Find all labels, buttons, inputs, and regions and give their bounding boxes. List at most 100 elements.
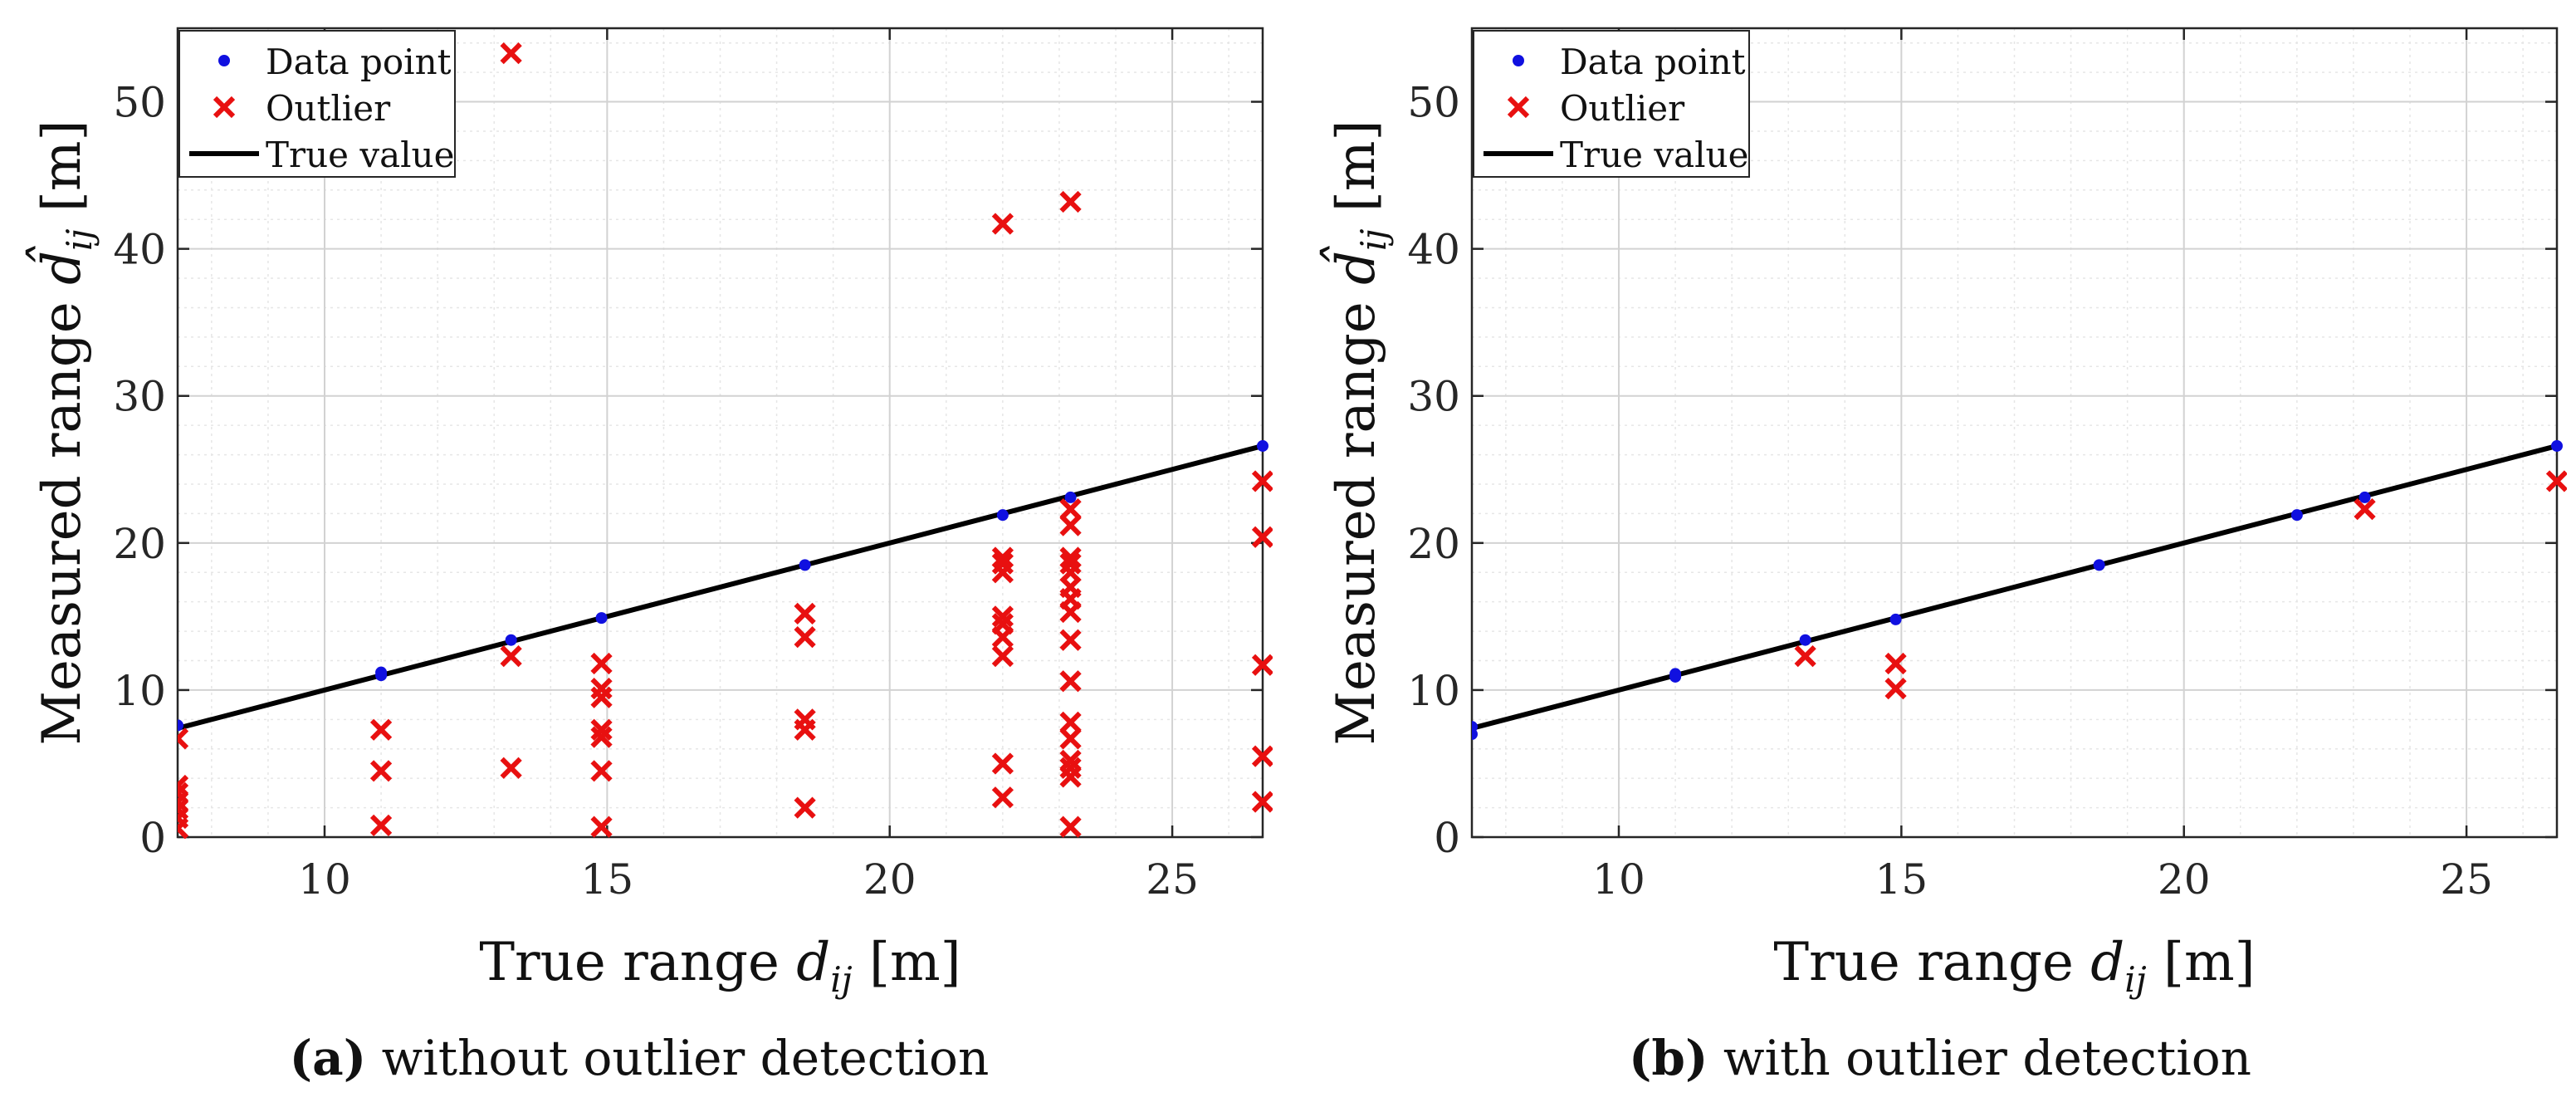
outlier-point — [590, 760, 613, 782]
outlier-point — [1059, 816, 1082, 838]
outlier-stroke — [178, 798, 189, 813]
outlier-point — [794, 602, 816, 625]
legend-dot-marker — [1513, 55, 1524, 66]
outlier-stroke — [2354, 497, 2376, 521]
outlier-stroke — [991, 605, 1014, 628]
outlier-point — [590, 678, 613, 700]
data-point — [375, 666, 388, 678]
outlier-stroke — [1059, 757, 1082, 779]
outlier-point — [178, 774, 189, 797]
data-point — [1799, 634, 1811, 646]
y-tick-label: 0 — [139, 814, 166, 862]
outlier-point — [1059, 749, 1082, 772]
outlier-point — [590, 816, 613, 838]
outlier-stroke — [1251, 470, 1273, 492]
outlier-stroke — [1884, 678, 1907, 700]
axes-box — [1470, 27, 2559, 839]
outlier-stroke — [991, 786, 1014, 809]
outlier-stroke — [590, 816, 613, 838]
outlier-stroke — [1059, 546, 1082, 569]
outlier-point — [369, 760, 393, 782]
y-axis-label-var: d̂ — [26, 245, 93, 285]
outlier-point — [1059, 727, 1082, 750]
outlier-stroke — [1884, 652, 1907, 675]
y-axis-label-var: d̂ — [1320, 245, 1387, 285]
legend-label: True value — [1560, 135, 1748, 175]
outlier-point — [991, 786, 1014, 809]
outlier-stroke — [794, 796, 816, 819]
outlier-point — [1059, 670, 1082, 693]
outlier-stroke — [1059, 497, 1082, 521]
outlier-point — [1251, 526, 1273, 548]
outlier-stroke — [178, 781, 189, 797]
outlier-stroke — [590, 652, 613, 675]
data-point — [1257, 439, 1268, 452]
outlier-point — [1884, 678, 1907, 700]
data-point — [505, 634, 517, 646]
outlier-point — [1251, 791, 1273, 813]
y-tick-label: 40 — [1407, 226, 1460, 274]
outlier-point — [1059, 552, 1082, 575]
outlier-stroke — [1059, 629, 1082, 651]
outlier-stroke — [178, 727, 189, 742]
outlier-point — [991, 213, 1014, 235]
legend-cross-marker — [1507, 96, 1530, 119]
outlier-stroke — [1794, 645, 1816, 668]
outlier-stroke — [1059, 514, 1082, 536]
true-value-line — [1472, 443, 2558, 731]
outlier-point — [991, 605, 1014, 628]
caption-b: (b) with outlier detection — [1629, 1030, 2251, 1086]
series-layer — [1472, 439, 2567, 741]
outlier-stroke — [178, 735, 189, 750]
y-tick-label: 10 — [1407, 667, 1460, 715]
data-point — [1669, 668, 1682, 680]
legend-label: Data point — [266, 42, 452, 82]
x-tick-label: 10 — [1592, 855, 1645, 904]
y-tick-label: 0 — [1434, 814, 1460, 862]
legend: Data point Outlier True value — [178, 30, 456, 178]
outlier-stroke — [1059, 727, 1082, 750]
outlier-stroke — [794, 626, 816, 649]
caption-b-text: with outlier detection — [1723, 1030, 2252, 1086]
outlier-stroke — [991, 645, 1014, 668]
outlier-stroke — [1059, 190, 1082, 213]
outlier-point — [991, 752, 1014, 775]
x-axis-label-var: d — [796, 932, 830, 993]
y-axis-label-text: Measured range — [1326, 285, 1387, 746]
outlier-stroke — [1251, 654, 1273, 676]
y-tick-label: 50 — [113, 79, 166, 127]
outlier-stroke — [590, 726, 613, 748]
outlier-stroke — [178, 814, 189, 830]
y-tick-label: 40 — [113, 226, 166, 274]
x-axis-label-unit: [m] — [2147, 932, 2256, 993]
y-axis-label: Measured range d̂ij [m] — [26, 120, 100, 746]
outlier-stroke — [178, 781, 189, 797]
outlier-stroke — [178, 825, 189, 839]
y-axis-label-text: Measured range — [32, 285, 93, 746]
true-value-line — [178, 443, 1264, 731]
outlier-stroke — [1251, 526, 1273, 548]
x-tick-label: 10 — [298, 855, 351, 904]
y-axis-label: Measured range d̂ij [m] — [1320, 120, 1394, 746]
outlier-stroke — [794, 602, 816, 625]
x-axis-label-sub: ij — [2124, 959, 2146, 1000]
outlier-stroke — [991, 613, 1014, 635]
outlier-point — [1884, 652, 1907, 675]
legend-label: Outlier — [266, 88, 391, 129]
legend: Data point Outlier True value — [1473, 30, 1750, 178]
x-axis-label-sub: ij — [830, 959, 852, 1000]
outlier-stroke — [590, 760, 613, 782]
outlier-point — [991, 552, 1014, 575]
legend-label: True value — [266, 135, 454, 175]
y-tick-label: 50 — [1407, 79, 1460, 127]
outlier-point — [178, 727, 189, 750]
outlier-point — [369, 718, 393, 741]
outlier-point — [2354, 497, 2376, 521]
outlier-stroke — [1251, 745, 1273, 767]
data-point — [1472, 721, 1478, 733]
outlier-point — [1059, 190, 1082, 213]
x-axis-label-unit: [m] — [853, 932, 961, 993]
legend-cross-stroke — [1507, 96, 1530, 119]
outlier-stroke — [991, 752, 1014, 775]
